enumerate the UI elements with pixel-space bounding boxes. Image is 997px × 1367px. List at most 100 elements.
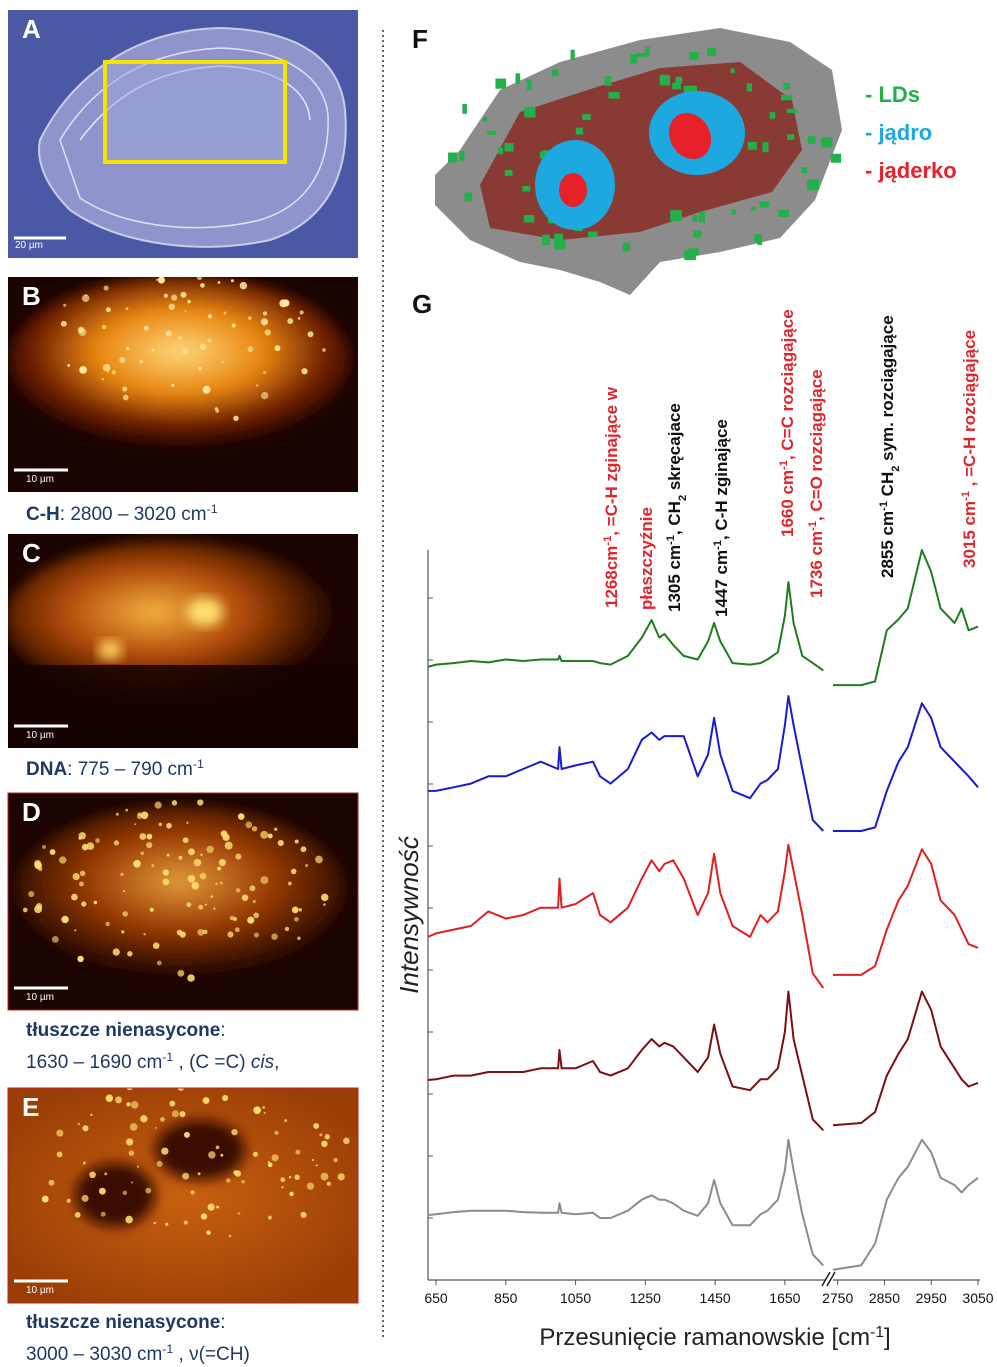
caption: tłuszcze nienasycone: (26, 1020, 226, 1041)
speckle (79, 881, 84, 886)
scale-label: 10 µm (26, 474, 54, 485)
speckle (222, 1095, 228, 1101)
speckle (240, 282, 247, 289)
speckle (126, 347, 129, 350)
speckle (115, 1096, 122, 1103)
image-b (8, 275, 358, 492)
text-run: , ν(=CH) (173, 1344, 250, 1365)
lipid-droplet (748, 142, 757, 150)
lipid-droplet (448, 153, 457, 163)
speckle (297, 936, 301, 940)
speckle (126, 1102, 130, 1106)
speckle (343, 1138, 350, 1145)
speckle (232, 323, 236, 327)
speckle (99, 1188, 106, 1195)
lipid-droplet (571, 50, 575, 60)
text-run: : 775 – 790 cm (67, 759, 193, 780)
speckle (224, 312, 227, 315)
lipid-droplet (747, 83, 752, 91)
scale-label: 10 µm (26, 730, 54, 741)
peak-annotation: 1660 cm-1, C=C rozciągające (778, 309, 797, 537)
speckle (103, 364, 111, 372)
lipid-droplet (554, 234, 563, 244)
speckle (67, 364, 70, 367)
lipid-droplet (609, 92, 620, 99)
lipid-droplet (672, 83, 681, 90)
peak-annotation: 1736 cm-1, C=O rozciągające (807, 369, 826, 598)
speckle (294, 917, 299, 922)
speckle (205, 904, 207, 906)
lipid-droplet (498, 147, 503, 154)
speckle (147, 834, 153, 840)
speckle (155, 1127, 157, 1129)
peak-annotation: 2855 cm-1 CH2 sym. rozciągające (878, 315, 902, 578)
lipid-droplet (588, 231, 598, 237)
text-run: -1 (960, 491, 972, 501)
speckle (153, 942, 160, 949)
text-run: CH (878, 472, 897, 501)
speckle (220, 1154, 223, 1157)
speckle (225, 842, 233, 850)
scale-label: 10 µm (26, 1285, 54, 1296)
speckle (113, 948, 120, 955)
text-run: płaszczyźnie (637, 507, 656, 610)
speckle (137, 1165, 139, 1167)
speckle (184, 1132, 190, 1138)
speckle (203, 386, 211, 394)
text-run: 1268cm (602, 546, 621, 608)
speckle (167, 854, 170, 857)
lipid-droplet (522, 186, 530, 191)
speckle (229, 1235, 232, 1238)
speckle (177, 970, 184, 977)
speckle (248, 316, 251, 319)
speckle (179, 1111, 185, 1117)
spectrum (833, 849, 978, 975)
lipid-droplet (670, 210, 682, 221)
speckle (280, 1177, 285, 1182)
text-run: -1 (193, 757, 204, 771)
lipid-droplet (689, 52, 699, 60)
spectrum (833, 550, 978, 685)
scale-label: 20 µm (15, 240, 43, 251)
y-axis-title: Intensywność (394, 836, 424, 994)
speckle (215, 883, 217, 885)
nucleolus (559, 173, 587, 207)
speckle (287, 318, 293, 324)
speckle (238, 813, 245, 820)
peak-annotation: 3015 cm-1 , =C-H rozciągające (960, 330, 979, 568)
speckle (292, 907, 299, 914)
lipid-droplet (660, 75, 670, 86)
speckle (122, 387, 127, 392)
lipid-droplet (524, 107, 535, 118)
speckle (235, 927, 240, 932)
lipid-droplet (515, 73, 520, 83)
speckle (183, 837, 189, 843)
lipid-droplet (637, 53, 647, 57)
text-run: Przesunięcie ramanowskie [cm (539, 1324, 870, 1351)
speckle (139, 833, 146, 840)
speckle (164, 294, 168, 298)
lipid-droplet (689, 248, 699, 255)
speckle (94, 901, 98, 905)
speckle (295, 840, 299, 844)
speckle (226, 1178, 230, 1182)
speckle (299, 908, 302, 911)
speckle (144, 326, 149, 331)
speckle (127, 951, 132, 956)
lipid-droplet (465, 193, 473, 202)
speckle (131, 1181, 133, 1183)
speckle (172, 1110, 179, 1117)
speckle (105, 922, 109, 926)
speckle (254, 933, 259, 938)
speckle (222, 361, 225, 364)
speckle (289, 1192, 293, 1196)
speckle (122, 911, 128, 917)
lipid-droplet (759, 202, 769, 208)
caption: 1630 – 1690 cm-1 , (C =C) cis, (26, 1050, 279, 1073)
speckle (217, 867, 221, 871)
speckle (197, 275, 202, 280)
spectrum (428, 696, 823, 831)
spectrum (428, 1140, 823, 1266)
speckle (262, 1106, 265, 1109)
speckle (208, 314, 212, 318)
